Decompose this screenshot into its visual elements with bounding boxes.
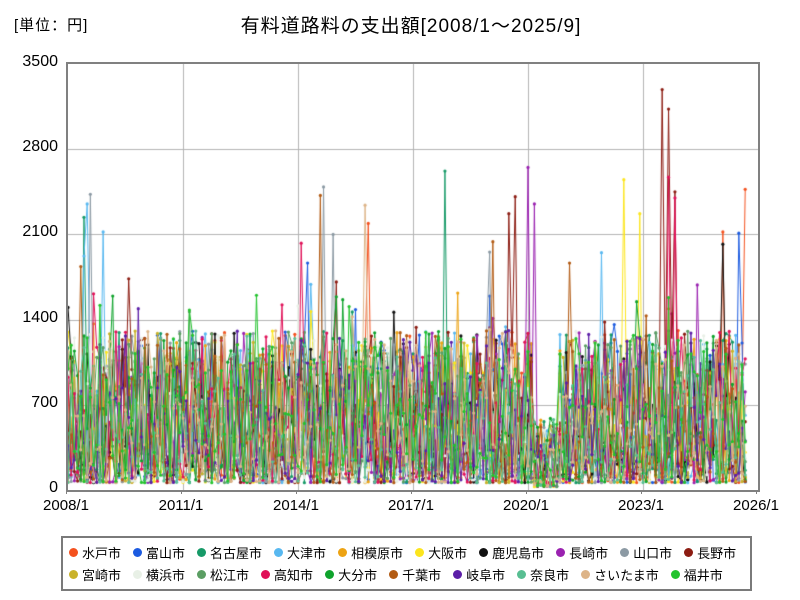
legend-marker-icon (556, 547, 566, 557)
legend: 水戸市 富山市 名古屋市 大津市 相模原市 大阪市 鹿児島市 長崎市 山口市 長野市宮崎市 横浜市 松… (61, 536, 752, 591)
x-tick-label: 2020/1 (503, 497, 549, 514)
x-tick-mark (641, 490, 642, 494)
legend-item-大分市: 大分市 (325, 565, 377, 584)
legend-item-長崎市: 長崎市 (556, 543, 608, 562)
y-tick-label: 0 (49, 479, 58, 496)
x-tick-label: 2023/1 (618, 497, 664, 514)
legend-item-岐阜市: 岐阜市 (453, 565, 505, 584)
legend-label: 長崎市 (569, 545, 609, 561)
x-tick-label: 2026/1 (733, 497, 779, 514)
legend-marker-icon (325, 570, 335, 580)
legend-label: さいたま市 (594, 568, 659, 584)
legend-marker-icon (261, 570, 271, 580)
legend-item-奈良市: 奈良市 (517, 565, 569, 584)
legend-label: 大分市 (338, 568, 378, 584)
legend-label: 福井市 (683, 568, 723, 584)
x-tick-label: 2017/1 (388, 497, 434, 514)
legend-label: 奈良市 (530, 568, 570, 584)
y-tick-label: 1400 (22, 308, 58, 326)
legend-item-水戸市: 水戸市 (69, 543, 121, 562)
legend-item-大阪市: 大阪市 (415, 543, 467, 562)
legend-marker-icon (581, 570, 591, 580)
legend-item-大津市: 大津市 (274, 543, 326, 562)
legend-item-横浜市: 横浜市 (133, 565, 185, 584)
legend-item-宮崎市: 宮崎市 (69, 565, 121, 584)
legend-label: 長野市 (697, 545, 737, 561)
legend-marker-icon (670, 570, 680, 580)
legend-marker-icon (415, 547, 425, 557)
y-tick-label: 3500 (22, 53, 58, 70)
legend-label: 名古屋市 (210, 545, 263, 561)
legend-item-名古屋市: 名古屋市 (197, 543, 262, 562)
legend-marker-icon (69, 547, 78, 557)
legend-label: 相模原市 (351, 545, 404, 561)
legend-label: 富山市 (146, 545, 186, 561)
y-tick-label: 2800 (22, 138, 58, 156)
legend-row: 水戸市 富山市 名古屋市 大津市 相模原市 大阪市 鹿児島市 長崎市 山口市 長野市 (69, 543, 744, 562)
x-tick-mark (66, 490, 67, 494)
x-tick-mark (181, 490, 182, 494)
legend-marker-icon (517, 570, 527, 580)
legend-item-長野市: 長野市 (684, 543, 736, 562)
legend-marker-icon (453, 570, 463, 580)
y-tick-label: 2100 (22, 223, 58, 241)
chart-title: 有料道路料の支出額[2008/1～2025/9] (240, 16, 582, 37)
legend-marker-icon (479, 547, 489, 557)
unit-label: [単位：円] (14, 17, 89, 34)
legend-label: 大阪市 (428, 545, 468, 561)
legend-label: 高知市 (274, 568, 314, 584)
legend-marker-icon (133, 570, 143, 580)
legend-marker-icon (69, 570, 78, 580)
legend-marker-icon (274, 547, 284, 557)
legend-label: 鹿児島市 (492, 545, 545, 561)
legend-item-相模原市: 相模原市 (338, 543, 403, 562)
plot-area (66, 62, 760, 492)
x-tick-mark (296, 490, 297, 494)
y-tick-label: 700 (31, 393, 58, 411)
legend-label: 横浜市 (146, 568, 186, 584)
legend-item-富山市: 富山市 (133, 543, 185, 562)
legend-item-高知市: 高知市 (261, 565, 313, 584)
x-tick-mark (756, 490, 757, 494)
chart-canvas (68, 64, 758, 490)
x-tick-label: 2008/1 (43, 497, 89, 514)
legend-marker-icon (389, 570, 399, 580)
legend-marker-icon (197, 570, 207, 580)
legend-label: 千葉市 (402, 568, 442, 584)
legend-item-福井市: 福井市 (670, 565, 723, 584)
legend-row: 宮崎市 横浜市 松江市 高知市 大分市 千葉市 岐阜市 奈良市 さいたま市 福井市 (69, 565, 744, 584)
legend-label: 大津市 (287, 545, 327, 561)
legend-label: 水戸市 (82, 545, 122, 561)
legend-marker-icon (620, 547, 630, 557)
legend-item-松江市: 松江市 (197, 565, 249, 584)
x-tick-mark (411, 490, 412, 494)
legend-item-千葉市: 千葉市 (389, 565, 441, 584)
legend-item-鹿児島市: 鹿児島市 (479, 543, 544, 562)
legend-label: 松江市 (210, 568, 250, 584)
x-tick-label: 2014/1 (273, 497, 319, 514)
legend-marker-icon (197, 547, 207, 557)
legend-label: 宮崎市 (82, 568, 122, 584)
legend-marker-icon (133, 547, 143, 557)
legend-item-山口市: 山口市 (620, 543, 672, 562)
legend-label: 山口市 (633, 545, 673, 561)
x-tick-mark (526, 490, 527, 494)
legend-marker-icon (338, 547, 348, 557)
legend-marker-icon (684, 547, 694, 557)
legend-item-さいたま市: さいたま市 (581, 565, 659, 584)
x-tick-label: 2011/1 (158, 497, 204, 514)
legend-label: 岐阜市 (466, 568, 506, 584)
